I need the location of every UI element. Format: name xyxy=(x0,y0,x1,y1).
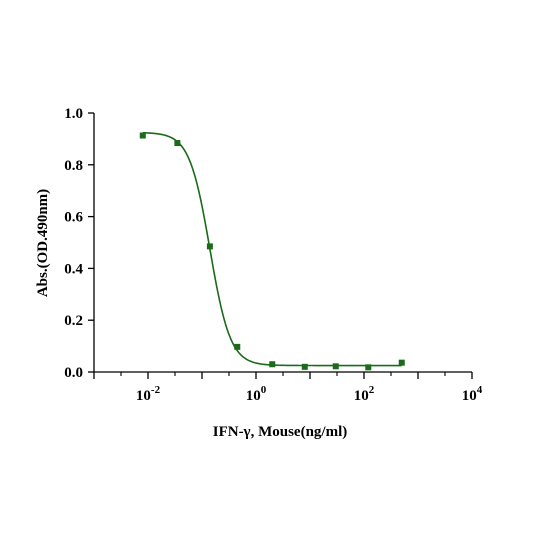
y-tick-label: 0.0 xyxy=(64,365,83,381)
x-axis-title: IFN-γ, Mouse(ng/ml) xyxy=(213,424,348,440)
data-point xyxy=(301,363,308,370)
y-tick-label: 0.4 xyxy=(64,261,83,277)
data-point xyxy=(174,140,181,147)
data-point xyxy=(269,361,276,368)
x-tick-label: 10-2 xyxy=(136,384,161,404)
fit-curve-layer xyxy=(142,131,402,367)
y-tick-label: 0.6 xyxy=(64,210,83,226)
fit-curve xyxy=(142,131,402,367)
data-point xyxy=(139,132,146,139)
x-tick-label: 100 xyxy=(246,384,267,404)
data-point xyxy=(332,363,339,370)
x-tick-label: 102 xyxy=(354,384,375,404)
y-tick-label: 1.0 xyxy=(64,106,83,122)
data-point xyxy=(234,343,241,350)
axes xyxy=(88,112,473,379)
x-tick-label: 104 xyxy=(462,384,483,404)
y-tick-label: 0.8 xyxy=(64,158,83,174)
tick-labels: 0.0 0.2 0.4 0.6 0.8 1.0 10-2 100 102 104 xyxy=(64,106,483,404)
y-tick-label: 0.2 xyxy=(64,313,83,329)
data-point xyxy=(398,359,405,366)
data-points xyxy=(139,132,405,371)
data-point xyxy=(206,243,213,250)
y-axis-title: Abs.(OD.490nm) xyxy=(35,189,51,297)
data-point xyxy=(365,364,372,371)
